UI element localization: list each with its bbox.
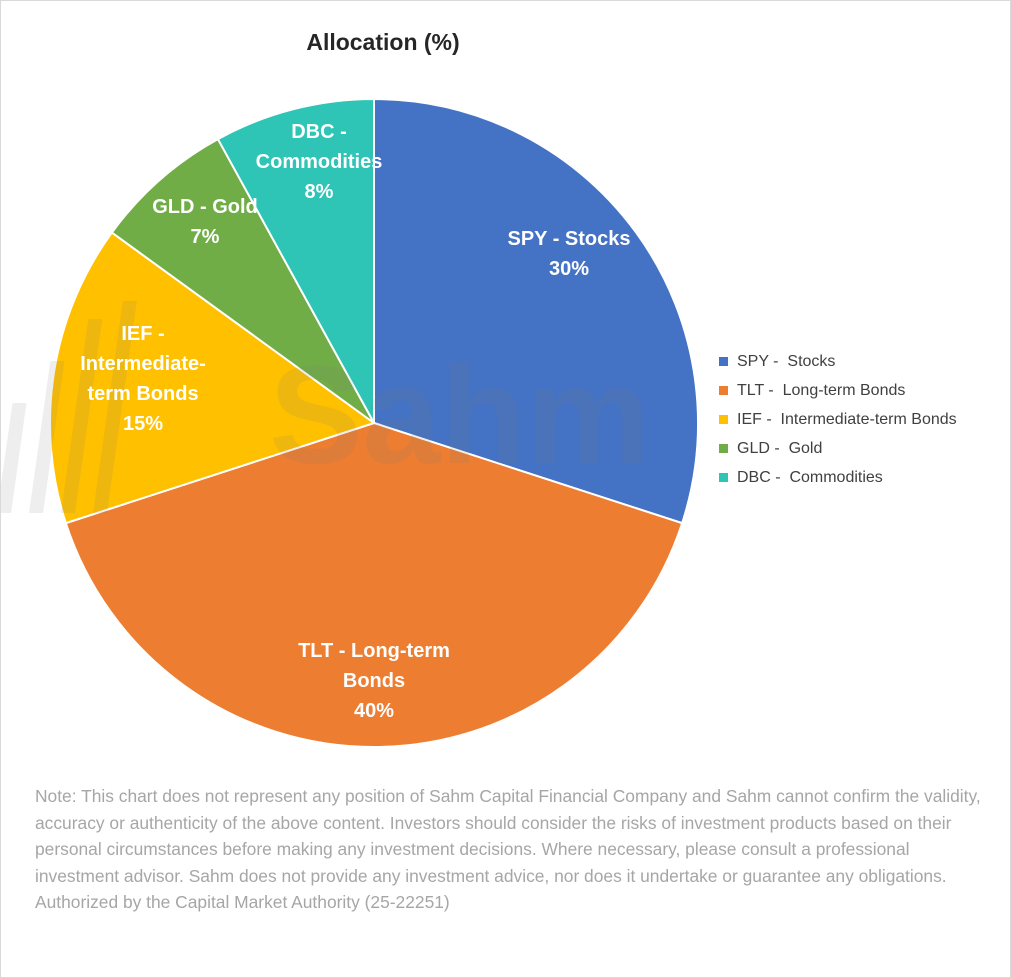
pie-slice-2 <box>64 421 684 748</box>
legend-label: IEF - Intermediate-term Bonds <box>737 410 957 428</box>
legend-item: IEF - Intermediate-term Bonds <box>719 405 957 434</box>
legend-swatch <box>719 357 728 366</box>
watermark-text: Sahm <box>269 336 650 493</box>
pie-slice-5 <box>216 97 375 424</box>
slice-category-label: Intermediate- <box>80 353 206 375</box>
legend-item: SPY - Stocks <box>719 347 957 376</box>
pie-chart: Sahm SPY - Stocks 30% TLT - Long-term Bonds… <box>1 97 699 748</box>
slice-label-1: SPY - Stocks 30% <box>507 228 630 280</box>
slice-value-label: 8% <box>305 181 334 203</box>
legend-item: TLT - Long-term Bonds <box>719 376 957 405</box>
slice-category-label: Commodities <box>256 151 383 173</box>
slice-value-label: 15% <box>123 413 163 435</box>
legend-swatch <box>719 386 728 395</box>
legend-label: SPY - Stocks <box>737 352 836 370</box>
chart-legend: SPY - Stocks TLT - Long-term Bonds IEF - I… <box>719 347 957 492</box>
chart-title: Allocation (%) <box>306 29 460 55</box>
slice-category-label: term Bonds <box>87 383 198 405</box>
disclaimer-note: Note: This chart does not represent any … <box>35 786 981 912</box>
sahm-watermark: Sahm <box>1 301 650 513</box>
slice-label-2: TLT - Long-term Bonds 40% <box>298 640 450 722</box>
slice-category-label: GLD - Gold <box>152 196 258 218</box>
slice-category-label: Bonds <box>343 670 405 692</box>
pie-slice-1 <box>373 97 699 525</box>
legend-label: TLT - Long-term Bonds <box>737 381 906 399</box>
legend-swatch <box>719 473 728 482</box>
legend-swatch <box>719 444 728 453</box>
slice-label-4: GLD - Gold 7% <box>152 196 258 248</box>
slice-category-label: TLT - Long-term <box>298 640 450 662</box>
legend-label: GLD - Gold <box>737 439 823 457</box>
legend-swatch <box>719 415 728 424</box>
pie-slice-4 <box>110 137 375 424</box>
legend-label: DBC - Commodities <box>737 468 883 486</box>
slice-category-label: SPY - Stocks <box>507 228 630 250</box>
slice-category-label: DBC - <box>291 121 347 143</box>
slice-label-3: IEF - Intermediate-term Bonds 15% <box>80 323 206 435</box>
pie-slice-3 <box>49 231 377 525</box>
slice-label-5: DBC - Commodities 8% <box>256 121 383 203</box>
legend-item: DBC - Commodities <box>719 463 957 492</box>
legend-item: GLD - Gold <box>719 434 957 463</box>
slice-value-label: 40% <box>354 700 394 722</box>
slice-value-label: 7% <box>191 226 220 248</box>
slice-category-label: IEF - <box>121 323 164 345</box>
slice-value-label: 30% <box>549 258 589 280</box>
